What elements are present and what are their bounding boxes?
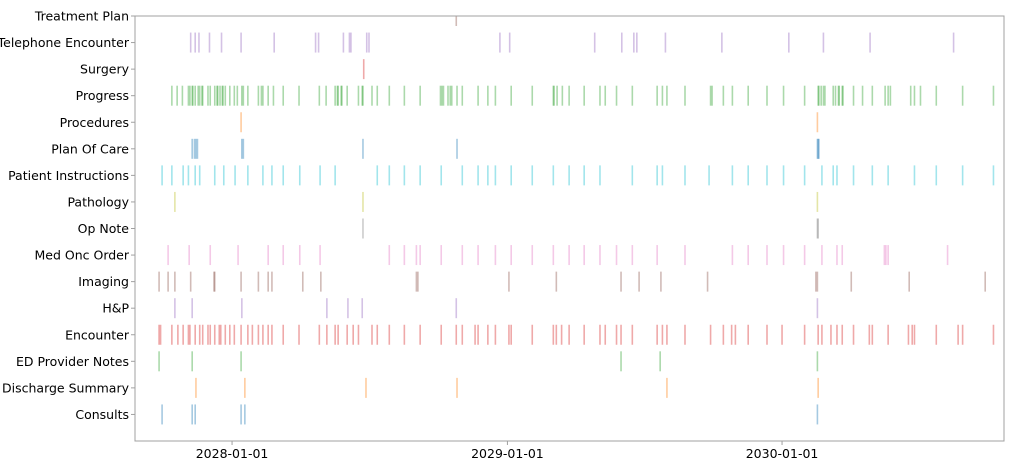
y-tick-label: Consults bbox=[75, 407, 129, 422]
y-tick-label: Encounter bbox=[65, 327, 130, 342]
y-tick-label: ED Provider Notes bbox=[16, 354, 129, 369]
series-med-onc-order bbox=[167, 245, 949, 266]
y-tick-label: Telephone Encounter bbox=[0, 35, 130, 50]
y-tick-label: Op Note bbox=[78, 221, 130, 236]
y-tick-label: H&P bbox=[102, 301, 129, 316]
series-ed-provider-notes bbox=[158, 351, 819, 372]
series-patient-instructions bbox=[161, 165, 995, 186]
y-tick-label: Imaging bbox=[78, 274, 129, 289]
series-telephone-encounter bbox=[189, 32, 955, 53]
x-tick-label: 2029-01-01 bbox=[471, 446, 544, 461]
y-tick-label: Med Onc Order bbox=[34, 248, 129, 263]
series-op-note bbox=[362, 218, 819, 239]
y-tick-label: Progress bbox=[76, 88, 129, 103]
x-tick-label: 2028-01-01 bbox=[196, 446, 269, 461]
y-tick-label: Patient Instructions bbox=[8, 168, 129, 183]
series-progress bbox=[171, 85, 995, 106]
x-tick-label: 2030-01-01 bbox=[746, 446, 819, 461]
event-marks bbox=[158, 16, 995, 425]
plot-frame bbox=[134, 15, 1005, 442]
series-encounter bbox=[158, 324, 995, 345]
y-axis-labels: Consults Discharge Summary ED Provider Not… bbox=[0, 9, 135, 422]
series-h-p bbox=[174, 298, 819, 319]
series-pathology bbox=[174, 191, 819, 212]
y-tick-label: Plan Of Care bbox=[51, 141, 129, 156]
y-tick-label: Procedures bbox=[60, 115, 129, 130]
y-tick-label: Discharge Summary bbox=[2, 380, 130, 395]
y-tick-label: Pathology bbox=[67, 194, 129, 209]
series-imaging bbox=[158, 271, 986, 292]
y-tick-label: Surgery bbox=[80, 62, 130, 77]
series-procedures bbox=[240, 112, 819, 133]
y-tick-label: Treatment Plan bbox=[34, 9, 129, 24]
series-plan-of-care bbox=[191, 138, 820, 159]
series-consults bbox=[161, 404, 819, 425]
x-axis-ticks: 2028-01-01 2029-01-01 2030-01-01 bbox=[196, 441, 819, 461]
series-discharge-summary bbox=[195, 377, 819, 398]
